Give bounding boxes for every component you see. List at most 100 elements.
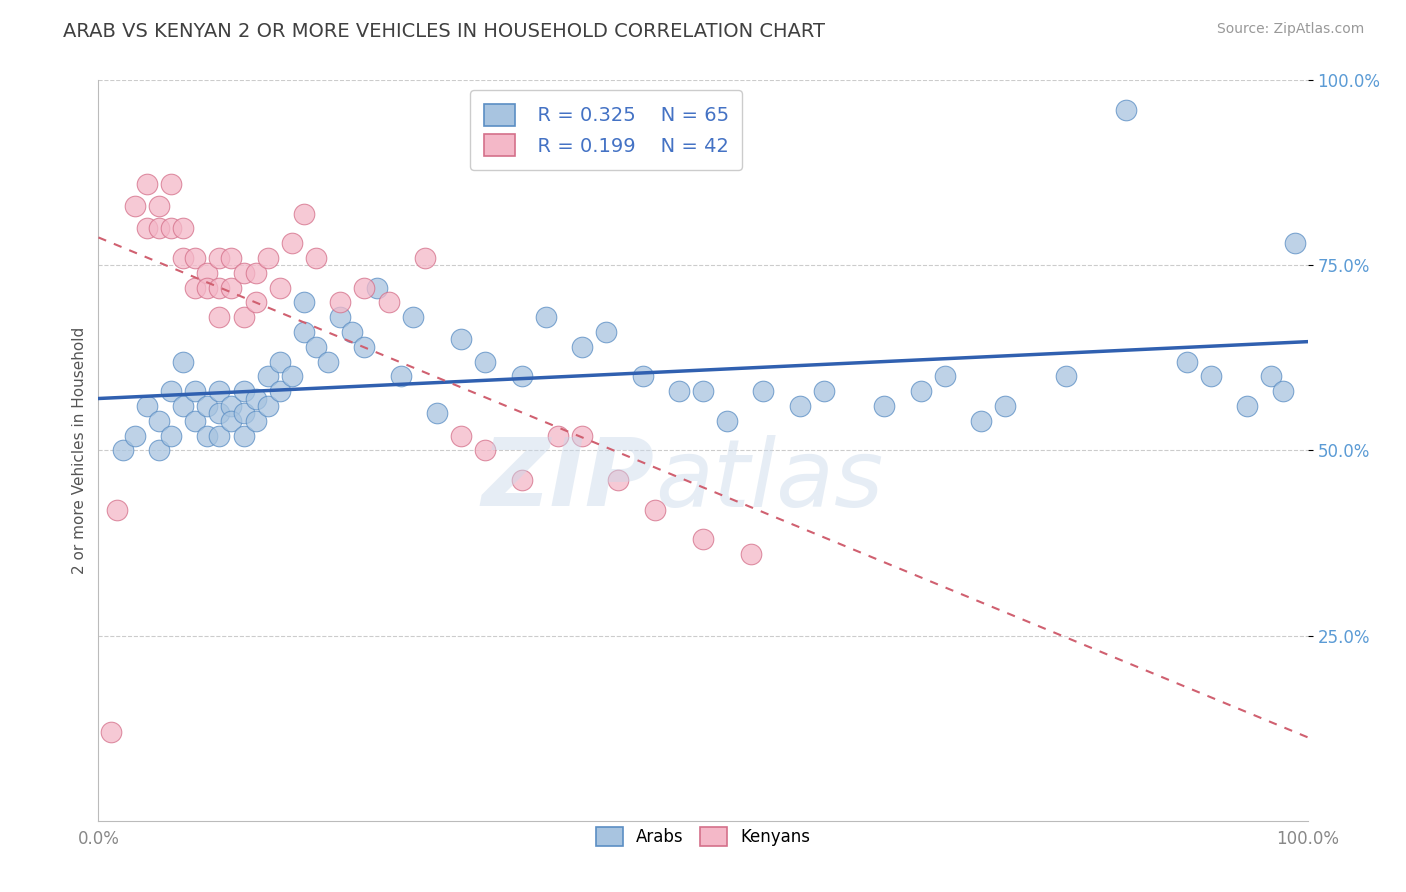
Point	[934, 369, 956, 384]
Point	[269, 384, 291, 399]
Point	[184, 280, 207, 294]
Point	[789, 399, 811, 413]
Point	[148, 199, 170, 213]
Point	[135, 399, 157, 413]
Point	[716, 414, 738, 428]
Point	[148, 221, 170, 235]
Point	[232, 310, 254, 325]
Point	[184, 384, 207, 399]
Legend: Arabs, Kenyans: Arabs, Kenyans	[589, 821, 817, 853]
Point	[1054, 369, 1077, 384]
Point	[232, 266, 254, 280]
Point	[184, 251, 207, 265]
Point	[292, 206, 315, 220]
Point	[256, 369, 278, 384]
Point	[281, 236, 304, 251]
Point	[595, 325, 617, 339]
Point	[692, 533, 714, 547]
Point	[269, 280, 291, 294]
Point	[221, 280, 243, 294]
Text: ZIP: ZIP	[482, 434, 655, 526]
Point	[148, 443, 170, 458]
Point	[377, 295, 399, 310]
Point	[232, 407, 254, 421]
Point	[692, 384, 714, 399]
Point	[105, 502, 128, 516]
Point	[329, 310, 352, 325]
Point	[148, 414, 170, 428]
Point	[402, 310, 425, 325]
Point	[124, 199, 146, 213]
Point	[571, 340, 593, 354]
Point	[100, 724, 122, 739]
Point	[873, 399, 896, 413]
Point	[245, 266, 267, 280]
Point	[910, 384, 932, 399]
Point	[208, 428, 231, 442]
Point	[245, 414, 267, 428]
Point	[135, 221, 157, 235]
Point	[970, 414, 993, 428]
Point	[353, 280, 375, 294]
Point	[1284, 236, 1306, 251]
Point	[124, 428, 146, 442]
Text: Source: ZipAtlas.com: Source: ZipAtlas.com	[1216, 22, 1364, 37]
Point	[269, 354, 291, 368]
Point	[342, 325, 364, 339]
Point	[172, 251, 194, 265]
Point	[172, 399, 194, 413]
Point	[305, 251, 328, 265]
Point	[474, 354, 496, 368]
Point	[644, 502, 666, 516]
Point	[740, 547, 762, 561]
Point	[1236, 399, 1258, 413]
Point	[607, 473, 630, 487]
Point	[245, 295, 267, 310]
Point	[135, 177, 157, 191]
Point	[232, 428, 254, 442]
Point	[160, 384, 183, 399]
Point	[195, 399, 218, 413]
Point	[571, 428, 593, 442]
Point	[668, 384, 690, 399]
Point	[195, 428, 218, 442]
Point	[208, 310, 231, 325]
Point	[353, 340, 375, 354]
Point	[111, 443, 134, 458]
Point	[305, 340, 328, 354]
Point	[366, 280, 388, 294]
Y-axis label: 2 or more Vehicles in Household: 2 or more Vehicles in Household	[72, 326, 87, 574]
Point	[813, 384, 835, 399]
Point	[208, 384, 231, 399]
Point	[208, 280, 231, 294]
Point	[292, 295, 315, 310]
Point	[474, 443, 496, 458]
Point	[316, 354, 339, 368]
Point	[160, 428, 183, 442]
Point	[208, 251, 231, 265]
Point	[450, 332, 472, 346]
Point	[547, 428, 569, 442]
Point	[256, 399, 278, 413]
Point	[292, 325, 315, 339]
Point	[195, 280, 218, 294]
Point	[413, 251, 436, 265]
Point	[245, 392, 267, 406]
Point	[256, 251, 278, 265]
Point	[450, 428, 472, 442]
Point	[752, 384, 775, 399]
Point	[281, 369, 304, 384]
Point	[221, 251, 243, 265]
Point	[172, 221, 194, 235]
Point	[994, 399, 1017, 413]
Point	[1272, 384, 1295, 399]
Point	[1260, 369, 1282, 384]
Point	[195, 266, 218, 280]
Point	[426, 407, 449, 421]
Point	[510, 473, 533, 487]
Point	[160, 221, 183, 235]
Point	[534, 310, 557, 325]
Point	[510, 369, 533, 384]
Point	[389, 369, 412, 384]
Point	[329, 295, 352, 310]
